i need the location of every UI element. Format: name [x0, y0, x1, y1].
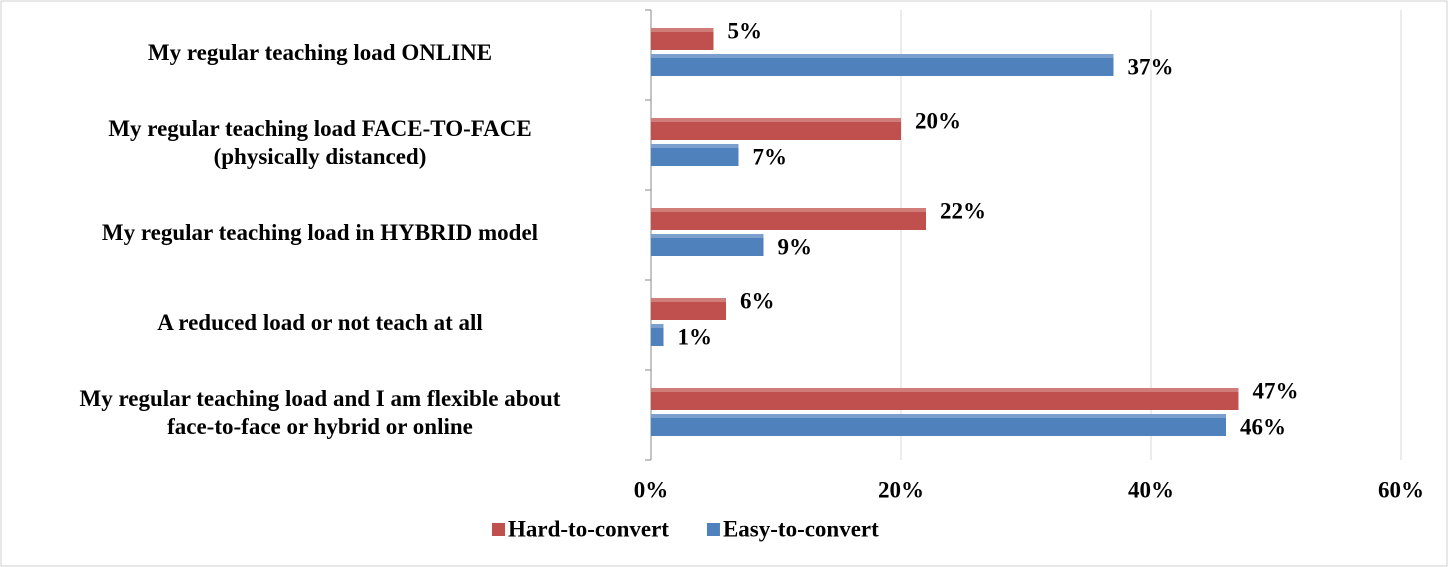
value-label: 46%	[1240, 414, 1286, 439]
bar	[651, 414, 1226, 436]
bar	[651, 388, 1239, 410]
bar-highlight	[651, 388, 1239, 392]
bar-highlight	[651, 324, 664, 328]
bar	[651, 144, 739, 166]
y-tick-label: My regular teaching load FACE-TO-FACE (ph…	[108, 116, 531, 169]
y-tick-label: My regular teaching load in HYBRID model	[102, 220, 538, 245]
bar	[651, 208, 926, 230]
bar-highlight	[651, 28, 714, 32]
bar-highlight	[651, 144, 739, 148]
legend-label: Easy-to-convert	[723, 516, 879, 541]
bar-highlight	[651, 208, 926, 212]
bar	[651, 54, 1114, 76]
bar	[651, 324, 664, 346]
bar-highlight	[651, 298, 726, 302]
value-label: 47%	[1253, 378, 1299, 403]
legend-marker	[706, 523, 720, 536]
value-label: 22%	[940, 198, 986, 223]
x-tick-label: 0%	[634, 477, 669, 502]
bar-highlight	[651, 118, 901, 122]
value-label: 5%	[728, 18, 763, 43]
legend-marker	[492, 523, 505, 536]
x-tick-label: 40%	[1128, 477, 1174, 502]
bar-highlight	[651, 414, 1226, 418]
bar	[651, 118, 901, 140]
value-label: 1%	[678, 324, 713, 349]
y-tick-label: My regular teaching load and I am flexib…	[80, 386, 561, 439]
y-tick-label: A reduced load or not teach at all	[157, 310, 483, 335]
bar	[651, 298, 726, 320]
value-label: 9%	[778, 234, 813, 259]
legend-label: Hard-to-convert	[508, 516, 669, 541]
bar	[651, 234, 764, 256]
bar-highlight	[651, 234, 764, 238]
value-label: 7%	[753, 144, 788, 169]
bar	[651, 28, 714, 50]
x-tick-label: 20%	[878, 477, 924, 502]
bar-highlight	[651, 54, 1114, 58]
x-tick-label: 60%	[1378, 477, 1424, 502]
value-label: 6%	[740, 288, 775, 313]
y-tick-label: My regular teaching load ONLINE	[148, 40, 492, 65]
value-label: 37%	[1128, 54, 1174, 79]
value-label: 20%	[915, 108, 961, 133]
